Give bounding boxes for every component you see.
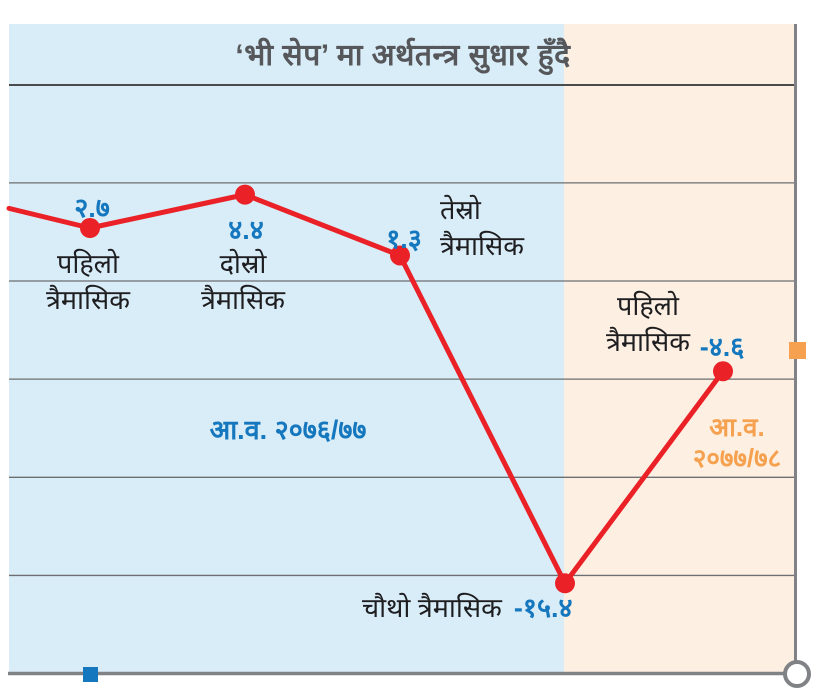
region-fy1-background xyxy=(9,24,564,674)
value-label-q4: -१५.४ xyxy=(513,593,573,623)
axis-end-circle xyxy=(783,660,811,688)
point-label-q3-line2: त्रैमासिक xyxy=(440,231,525,261)
point-label-q4-text: चौथो त्रैमासिक xyxy=(362,593,502,623)
point-label-q1-line1: पहिलो xyxy=(57,249,119,279)
fy2-square-marker xyxy=(789,342,806,359)
point-label-q2-line2: त्रैमासिक xyxy=(200,285,286,315)
value-label-fy2-q1: -४.६ xyxy=(699,332,745,362)
region-label-fy2-line2: २०७७/७८ xyxy=(692,443,782,473)
region-label-fy2: आ.व. २०७७/७८ xyxy=(667,412,807,474)
region-label-fy1: आ.व. २०७६/७७ xyxy=(209,415,367,445)
point-label-fy2-q1: पहिलो त्रैमासिक xyxy=(573,288,723,360)
point-label-q3: तेस्रो त्रैमासिक xyxy=(440,192,600,264)
region-label-fy2-line1: आ.व. xyxy=(709,412,765,442)
point-label-q3-line1: तेस्रो xyxy=(440,195,481,225)
point-label-q1: पहिलो त्रैमासिक xyxy=(13,246,163,318)
region-fy2-background xyxy=(564,24,796,674)
data-point-marker xyxy=(80,217,100,238)
value-label-q2: ४.४ xyxy=(228,215,264,245)
data-point-marker xyxy=(555,573,575,594)
chart-title: ‘भी सेप’ मा अर्थतन्त्र सुधार हुँदै xyxy=(235,38,571,72)
point-label-q2-line1: दोस्रो xyxy=(219,249,267,279)
point-label-fy2-q1-line1: पहिलो xyxy=(617,291,679,321)
point-label-q4: चौथो त्रैमासिक -१५.४ xyxy=(362,588,573,625)
value-label-q3: १.३ xyxy=(386,224,422,254)
point-label-q2: दोस्रो त्रैमासिक xyxy=(168,246,318,318)
point-label-fy2-q1-line2: त्रैमासिक xyxy=(605,327,691,357)
fy1-square-marker xyxy=(83,667,98,682)
value-label-q1: २.७ xyxy=(74,193,110,223)
point-label-q1-line2: त्रैमासिक xyxy=(45,285,131,315)
trend-line xyxy=(6,192,726,586)
data-point-marker xyxy=(235,184,255,205)
data-point-marker xyxy=(713,361,733,382)
data-point-marker xyxy=(390,245,410,266)
